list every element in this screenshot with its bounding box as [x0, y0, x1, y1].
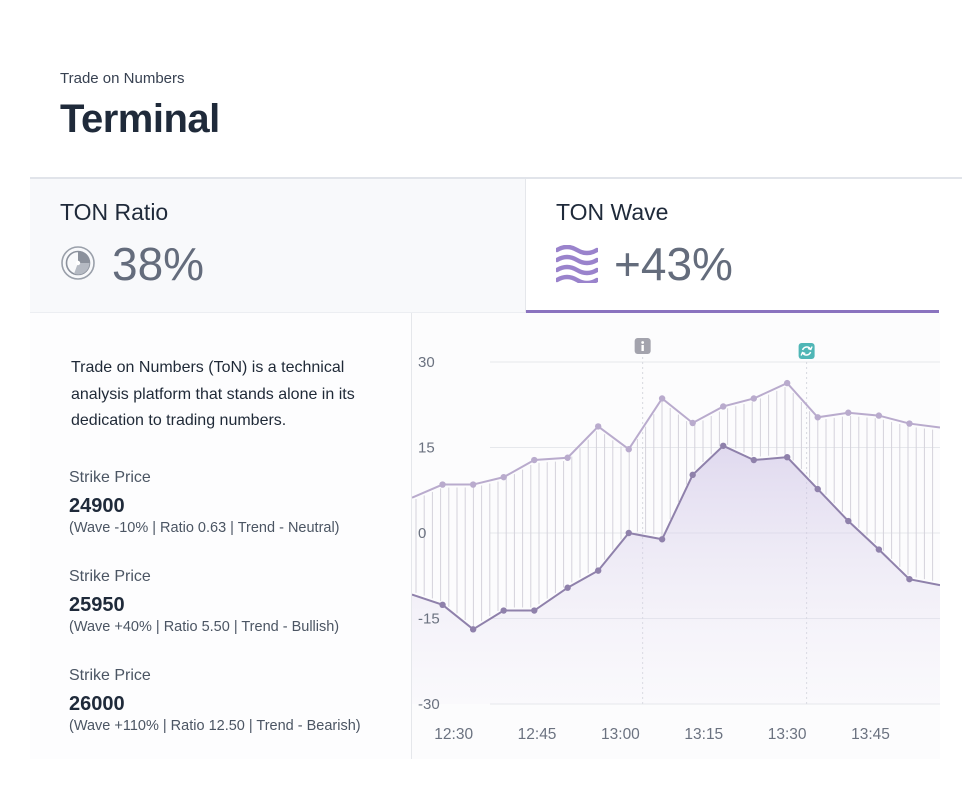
strike-item[interactable]: Strike Price 24900 (Wave -10% | Ratio 0.… — [69, 469, 340, 536]
y-tick-label: 30 — [418, 354, 435, 371]
intro-text: Trade on Numbers (ToN) is a technical an… — [71, 359, 355, 429]
ton-wave-card[interactable]: TON Wave +43% — [526, 179, 939, 313]
upper-series-point[interactable] — [439, 481, 446, 488]
y-tick-label: -15 — [418, 611, 440, 628]
ton-wave-value: +43% — [614, 238, 733, 290]
strike-label: Strike Price — [69, 469, 151, 486]
lower-series-point[interactable] — [658, 536, 666, 543]
ton-ratio-value: 38% — [112, 238, 205, 290]
lower-series-point[interactable] — [783, 453, 791, 461]
page-title: Terminal — [60, 97, 220, 141]
lower-series-point[interactable] — [469, 626, 477, 633]
lower-series-line — [412, 444, 940, 631]
wave-chart-svg: 30 15 0 -15 -30 12:30 12:45 13:00 13:15 13:30 13:4… — [412, 338, 940, 743]
ton-ratio-label: TON Ratio — [60, 199, 169, 225]
y-tick-label: 15 — [418, 440, 435, 457]
x-tick-label: 12:45 — [518, 726, 557, 743]
x-tick-label: 13:30 — [768, 726, 807, 743]
lower-series-point[interactable] — [500, 607, 507, 614]
lower-series-point[interactable] — [625, 529, 632, 537]
lower-series-point[interactable] — [439, 601, 446, 609]
x-tick-label: 13:15 — [684, 726, 723, 743]
upper-series-point[interactable] — [814, 414, 821, 421]
upper-series-point[interactable] — [783, 379, 791, 387]
upper-series-point[interactable] — [531, 456, 538, 464]
pie-gauge-icon — [60, 245, 96, 286]
upper-series-point[interactable] — [658, 395, 666, 402]
ton-ratio-card[interactable]: TON Ratio 38% — [30, 179, 526, 313]
upper-series-point[interactable] — [720, 403, 727, 410]
strike-detail: (Wave +110% | Ratio 12.50 | Trend - Bear… — [69, 718, 361, 734]
lower-series-point[interactable] — [564, 584, 571, 591]
refresh-icon[interactable] — [798, 343, 815, 359]
strike-detail: (Wave -10% | Ratio 0.63 | Trend - Neutra… — [69, 520, 340, 536]
x-tick-label: 12:30 — [434, 726, 473, 743]
strike-label: Strike Price — [69, 568, 151, 585]
upper-series-point[interactable] — [750, 395, 758, 402]
page-subtitle: Trade on Numbers — [60, 70, 185, 87]
info-panel: Trade on Numbers (ToN) is a technical an… — [30, 313, 412, 759]
ton-wave-label: TON Wave — [556, 199, 669, 225]
strike-value: 26000 — [69, 693, 125, 715]
strike-label: Strike Price — [69, 667, 151, 684]
upper-series-point[interactable] — [845, 409, 852, 416]
lower-series-point[interactable] — [906, 575, 913, 583]
lower-series-point[interactable] — [814, 485, 821, 493]
lower-series-point[interactable] — [845, 517, 852, 525]
upper-series-point[interactable] — [594, 423, 602, 430]
lower-series-point[interactable] — [531, 607, 538, 614]
page-header: Trade on Numbers Terminal — [60, 70, 220, 142]
lower-series-area — [412, 445, 940, 704]
lower-series-point[interactable] — [750, 456, 758, 464]
lower-series-point[interactable] — [689, 471, 696, 479]
x-tick-label: 13:00 — [601, 726, 640, 743]
upper-series-point[interactable] — [875, 412, 883, 419]
strike-value: 25950 — [69, 594, 125, 616]
header-divider — [30, 177, 962, 179]
upper-series-point[interactable] — [469, 481, 477, 488]
y-tick-label: -30 — [418, 696, 440, 713]
upper-series-point[interactable] — [625, 446, 632, 453]
strike-item[interactable]: Strike Price 26000 (Wave +110% | Ratio 1… — [69, 667, 361, 734]
lower-series-point[interactable] — [720, 442, 727, 449]
wave-icon — [554, 244, 600, 288]
strike-detail: (Wave +40% | Ratio 5.50 | Trend - Bullis… — [69, 619, 340, 635]
upper-series-point[interactable] — [906, 420, 913, 427]
strike-value: 24900 — [69, 495, 125, 517]
upper-series-line — [412, 381, 940, 499]
lower-series-point[interactable] — [875, 546, 883, 553]
info-icon[interactable] — [634, 338, 651, 354]
x-tick-label: 13:45 — [851, 726, 890, 743]
y-tick-label: 0 — [418, 525, 426, 542]
lower-series-point[interactable] — [594, 567, 602, 574]
upper-series-point[interactable] — [689, 419, 696, 427]
strike-item[interactable]: Strike Price 25950 (Wave +40% | Ratio 5.… — [69, 568, 339, 635]
upper-series-point[interactable] — [500, 473, 507, 481]
wave-chart[interactable]: 30 15 0 -15 -30 12:30 12:45 13:00 13:15 13:30 13:4… — [412, 313, 940, 759]
upper-series-point[interactable] — [564, 454, 571, 461]
